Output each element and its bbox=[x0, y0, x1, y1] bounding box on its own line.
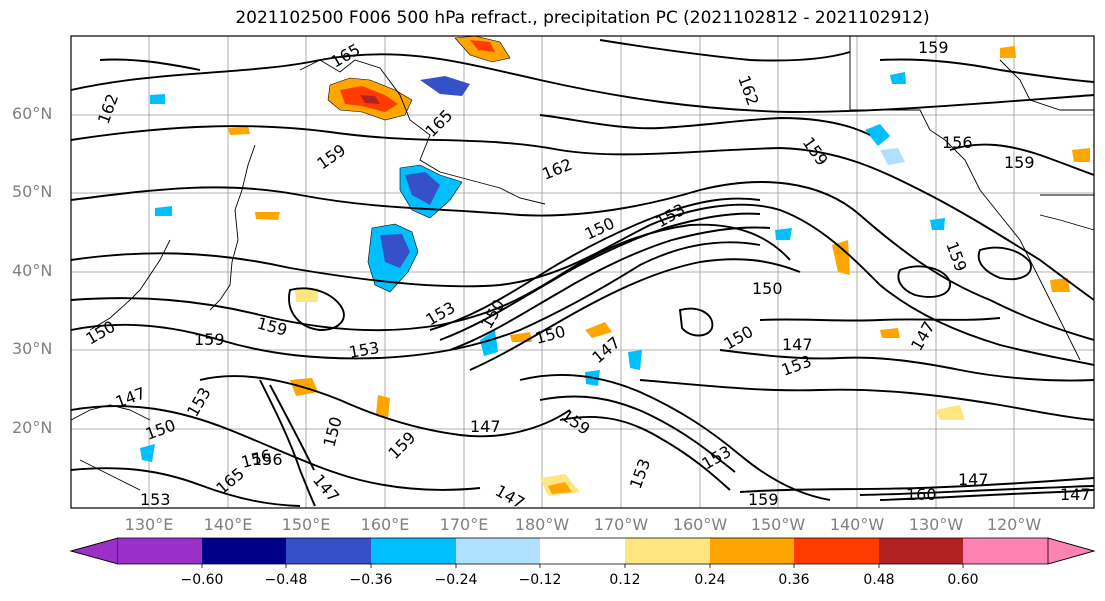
colorbar-segment bbox=[118, 538, 202, 564]
contour-label: 147 bbox=[958, 470, 989, 489]
fill-patch-orange-9 bbox=[548, 482, 572, 494]
colorbar-tick-label: 0.36 bbox=[778, 572, 810, 588]
contour-label: 147 bbox=[782, 335, 813, 354]
contour-label: 153 bbox=[140, 490, 171, 509]
fill-patch-blue-3 bbox=[628, 350, 642, 370]
colorbar-extend-left bbox=[69, 537, 119, 565]
fill-patch-blue-north bbox=[420, 76, 470, 96]
fill-patch-arctic-core bbox=[470, 40, 495, 52]
lon-label: 170°W bbox=[593, 515, 649, 534]
colorbar-segment bbox=[625, 538, 710, 564]
contour-label: 147 bbox=[1060, 485, 1091, 504]
lon-label: 130°E bbox=[124, 515, 174, 534]
map-panel: 165 162 165 159 162 159 162 159 156 159 … bbox=[70, 35, 1095, 513]
colorbar-segment bbox=[456, 538, 540, 564]
fill-patch-orange-7 bbox=[880, 328, 900, 338]
fill-patch-orange-11 bbox=[1000, 46, 1016, 58]
colorbar-segment bbox=[794, 538, 879, 564]
colorbar-outline bbox=[69, 537, 1096, 565]
colorbar-segment bbox=[963, 538, 1048, 564]
contour-label: 159 bbox=[1004, 153, 1035, 172]
lat-label: 20°N bbox=[12, 418, 53, 437]
fill-patch-yellow-3 bbox=[935, 405, 965, 420]
colorbar-segment bbox=[879, 538, 963, 564]
colorbar-tick-label: −0.60 bbox=[180, 572, 224, 588]
lon-label: 140°W bbox=[829, 515, 885, 534]
fill-patch-orange-1 bbox=[228, 126, 250, 135]
contour-label: 150 bbox=[752, 279, 783, 298]
colorbar-tick-label: −0.36 bbox=[349, 572, 393, 588]
contour-label: 159 bbox=[748, 490, 779, 509]
contour-label: 156 bbox=[942, 133, 973, 152]
fill-patch-ne-light bbox=[880, 148, 905, 165]
lon-label: 160°E bbox=[360, 515, 410, 534]
fill-patch-blue-7 bbox=[890, 72, 906, 84]
colorbar-tick-label: −0.12 bbox=[518, 572, 562, 588]
fill-patch-orange-6 bbox=[376, 395, 390, 418]
lon-label: 150°W bbox=[750, 515, 806, 534]
colorbar-tick-label: −0.48 bbox=[264, 572, 308, 588]
fill-patch-w-blue bbox=[150, 94, 165, 104]
map-border bbox=[70, 35, 1095, 509]
fill-patch-orange-4 bbox=[585, 322, 612, 338]
lon-label: 140°E bbox=[203, 515, 253, 534]
fill-patch-blue-6 bbox=[930, 218, 945, 230]
fill-patch-alaska-core bbox=[360, 95, 380, 104]
lat-label: 60°N bbox=[12, 104, 53, 123]
lon-label: 130°W bbox=[908, 515, 964, 534]
fill-patch-orange-3 bbox=[832, 240, 850, 275]
fill-patch-pacific-core bbox=[380, 234, 410, 268]
precipitation-fills bbox=[140, 35, 1090, 496]
colorbar-extend-right bbox=[1047, 537, 1096, 565]
coastlines bbox=[70, 36, 1095, 491]
fill-patch-w-blue2 bbox=[155, 206, 172, 216]
colorbar-tick-label: 0.48 bbox=[863, 572, 895, 588]
lat-label: 30°N bbox=[12, 339, 53, 358]
contour-label: 159 bbox=[194, 330, 225, 349]
fill-patch-bering-core bbox=[405, 172, 440, 205]
colorbar-tick-label: 0.60 bbox=[947, 572, 979, 588]
fill-patch-orange-12 bbox=[1050, 278, 1070, 292]
lon-label: 170°E bbox=[439, 515, 489, 534]
lat-label: 50°N bbox=[12, 182, 53, 201]
contour-label: 147 bbox=[470, 417, 501, 436]
contour-label: 160 bbox=[906, 485, 937, 504]
fill-patch-orange-2 bbox=[255, 212, 280, 220]
contour-label: 156 bbox=[252, 450, 283, 469]
fill-patch-ne-blue bbox=[865, 124, 890, 146]
map-title: 2021102500 F006 500 hPa refract., precip… bbox=[235, 8, 930, 28]
colorbar-segment bbox=[710, 538, 794, 564]
fill-patch-blue-2 bbox=[480, 330, 498, 356]
lon-label: 120°W bbox=[986, 515, 1042, 534]
fill-patch-blue-4 bbox=[140, 444, 155, 462]
colorbar-tick-label: 0.24 bbox=[694, 572, 726, 588]
colorbar-tick-label: −0.24 bbox=[434, 572, 478, 588]
colorbar-tick-label: 0.12 bbox=[609, 572, 641, 588]
colorbar-segment bbox=[202, 538, 286, 564]
lon-label: 160°W bbox=[672, 515, 728, 534]
contours bbox=[70, 39, 1095, 507]
contour-label: 159 bbox=[918, 38, 949, 57]
fill-patch-blue-1 bbox=[775, 228, 792, 240]
fill-patch-yellow-1 bbox=[295, 288, 318, 302]
lon-label: 150°E bbox=[281, 515, 331, 534]
colorbar bbox=[69, 537, 1096, 568]
lon-label: 180°W bbox=[514, 515, 570, 534]
colorbar-segment bbox=[286, 538, 371, 564]
lat-label: 40°N bbox=[12, 261, 53, 280]
fill-patch-orange-10 bbox=[1072, 148, 1090, 162]
colorbar-segment bbox=[371, 538, 456, 564]
colorbar-segment bbox=[540, 538, 625, 564]
